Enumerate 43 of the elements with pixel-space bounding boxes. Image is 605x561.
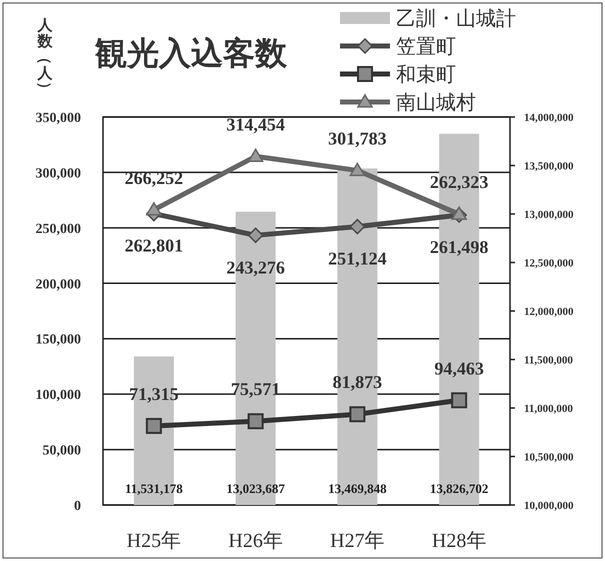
y2-tick-label: 10,000,000 xyxy=(524,500,574,512)
y-tick-label: 0 xyxy=(74,499,81,514)
chart-title: 観光入込客数 xyxy=(94,35,288,71)
data-label: 301,783 xyxy=(328,128,387,148)
y-tick-label: 100,000 xyxy=(36,388,81,404)
data-label: 81,873 xyxy=(332,372,382,392)
data-label: 262,801 xyxy=(124,236,184,256)
data-label: 262,323 xyxy=(430,172,488,192)
legend-label: 南山城村 xyxy=(396,92,476,114)
y2-tick-label: 12,000,000 xyxy=(524,306,574,318)
x-tick-label: H25年 xyxy=(126,530,182,552)
data-label: 13,469,848 xyxy=(328,481,388,496)
y-tick-label: 150,000 xyxy=(36,332,81,348)
y-tick-label: 50,000 xyxy=(42,444,81,459)
y-tick-label: 200,000 xyxy=(36,277,81,292)
data-label: 266,252 xyxy=(124,168,184,188)
y-tick-label: 350,000 xyxy=(36,111,81,126)
x-tick-label: H27年 xyxy=(330,530,385,552)
legend-label: 笠置町 xyxy=(396,36,456,58)
data-label: 314,454 xyxy=(226,114,285,134)
data-label: 251,124 xyxy=(328,248,387,269)
ylabel: 人数（人） xyxy=(36,18,52,96)
data-label: 243,276 xyxy=(226,257,285,278)
data-label: 94,463 xyxy=(434,358,484,378)
data-label: 11,531,178 xyxy=(124,481,184,496)
data-label: 13,826,702 xyxy=(430,481,488,496)
y2-tick-label: 12,500,000 xyxy=(524,258,574,270)
x-tick-label: H26年 xyxy=(228,530,283,552)
y-tick-label: 300,000 xyxy=(36,166,81,182)
y2-tick-label: 13,500,000 xyxy=(524,160,574,172)
y2-tick-label: 11,000,000 xyxy=(524,403,574,415)
legend-label: 和束町 xyxy=(396,64,456,86)
data-label: 71,315 xyxy=(129,384,179,404)
y2-tick-label: 11,500,000 xyxy=(524,354,574,366)
data-label: 75,571 xyxy=(230,379,280,400)
data-label: 261,498 xyxy=(430,237,488,258)
data-label: 13,023,687 xyxy=(226,481,286,496)
y-tick-label: 250,000 xyxy=(36,222,81,237)
y2-tick-label: 10,500,000 xyxy=(524,452,574,464)
legend-label: 乙訓・山城計 xyxy=(396,8,516,30)
x-tick-label: H28年 xyxy=(432,530,486,552)
y2-tick-label: 14,000,000 xyxy=(524,112,574,124)
y2-tick-label: 13,000,000 xyxy=(524,209,574,221)
